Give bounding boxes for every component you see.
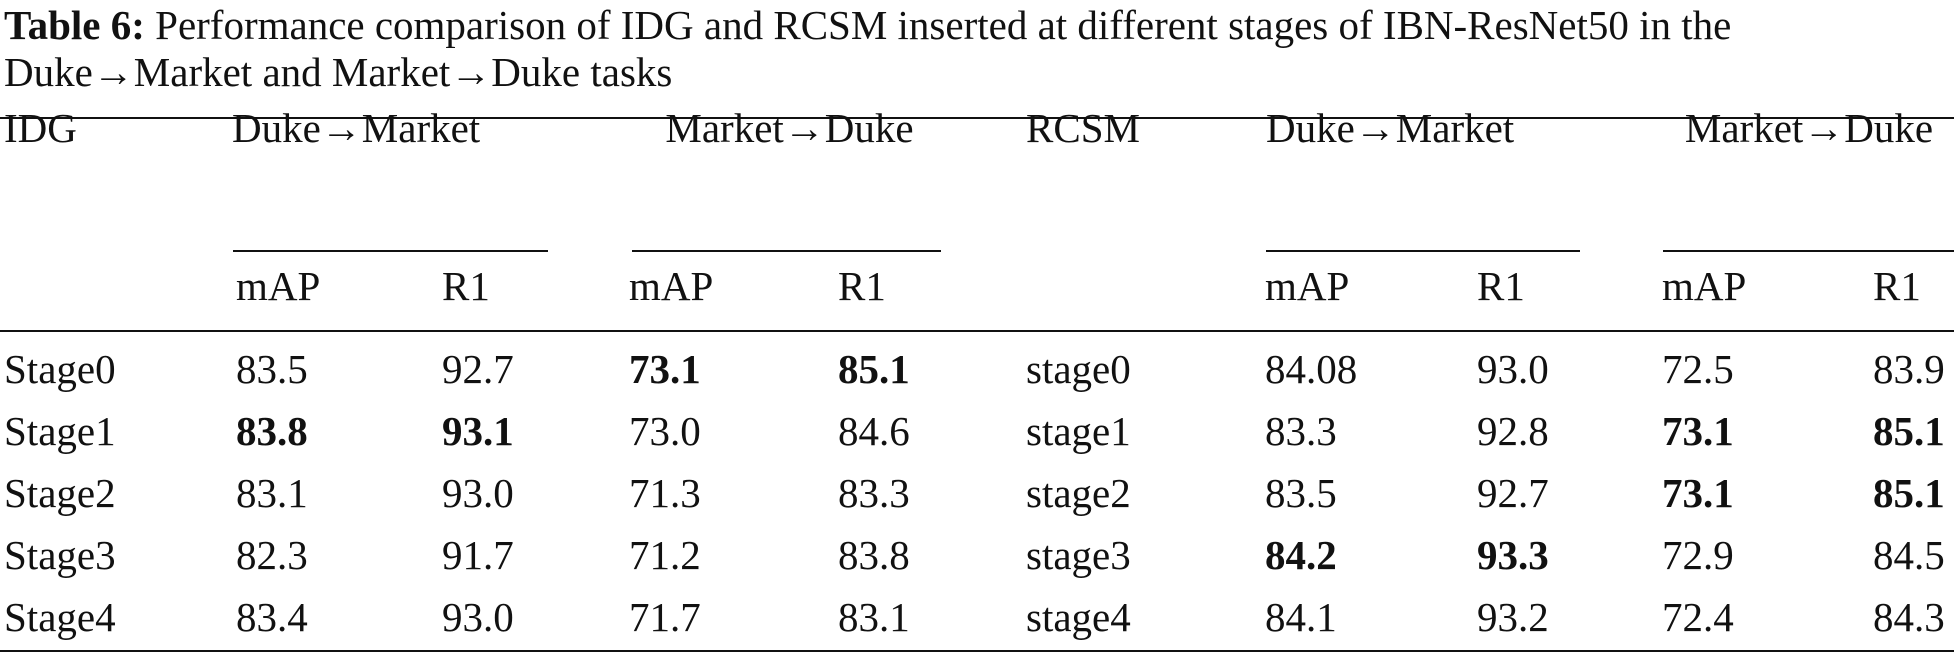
cell-rcsm-md-r1: 83.9	[1873, 346, 1945, 392]
bottom-rule	[0, 650, 1954, 652]
cell-rcsm-dm-r1: 92.7	[1477, 470, 1549, 516]
cell-idg-md-r1: 83.1	[838, 594, 910, 640]
cell-idg-stage: Stage3	[4, 532, 116, 578]
header-group-idg-duke-market: Duke→Market	[232, 105, 481, 151]
header-group-rcsm-duke-market: Duke→Market	[1266, 105, 1515, 151]
cell-rcsm-dm-map: 83.5	[1265, 470, 1337, 516]
cell-rcsm-md-map: 72.5	[1662, 346, 1734, 392]
cell-idg-stage: Stage2	[4, 470, 116, 516]
cell-rcsm-md-r1: 85.1	[1873, 470, 1945, 516]
cell-rcsm-md-r1: 85.1	[1873, 408, 1945, 454]
cell-rcsm-stage: stage1	[1026, 408, 1131, 454]
group-rule-idg-market-duke	[632, 250, 941, 252]
cell-rcsm-dm-r1: 93.0	[1477, 346, 1549, 392]
header-metric-r1: R1	[442, 263, 490, 309]
cell-idg-md-map: 73.1	[629, 346, 701, 392]
header-group-rcsm-market-duke: Market→Duke	[1684, 105, 1934, 151]
cell-rcsm-md-map: 73.1	[1662, 470, 1734, 516]
cell-rcsm-md-r1: 84.3	[1873, 594, 1945, 640]
cell-rcsm-dm-map: 84.1	[1265, 594, 1337, 640]
cell-rcsm-md-map: 72.9	[1662, 532, 1734, 578]
cell-rcsm-dm-map: 83.3	[1265, 408, 1337, 454]
group-rule-idg-duke-market	[233, 250, 548, 252]
cell-idg-dm-r1: 93.1	[442, 408, 514, 454]
cell-idg-dm-map: 83.1	[236, 470, 308, 516]
cell-idg-md-map: 71.7	[629, 594, 701, 640]
cell-rcsm-md-r1: 84.5	[1873, 532, 1945, 578]
cell-idg-dm-map: 82.3	[236, 532, 308, 578]
cell-rcsm-stage: stage0	[1026, 346, 1131, 392]
cell-idg-dm-r1: 93.0	[442, 594, 514, 640]
header-rcsm: RCSM	[1026, 105, 1140, 151]
cell-rcsm-dm-map: 84.2	[1265, 532, 1337, 578]
cell-idg-stage: Stage0	[4, 346, 116, 392]
cell-idg-md-map: 71.3	[629, 470, 701, 516]
cell-idg-dm-map: 83.8	[236, 408, 308, 454]
cell-idg-md-r1: 83.8	[838, 532, 910, 578]
group-rule-rcsm-duke-market	[1266, 250, 1580, 252]
cell-idg-md-r1: 85.1	[838, 346, 910, 392]
table-caption: Table 6: Performance comparison of IDG a…	[4, 2, 1950, 96]
cell-rcsm-dm-r1: 92.8	[1477, 408, 1549, 454]
group-rule-rcsm-market-duke	[1663, 250, 1954, 252]
cell-idg-dm-r1: 93.0	[442, 470, 514, 516]
cell-idg-stage: Stage1	[4, 408, 116, 454]
header-metric-map: mAP	[629, 263, 714, 309]
cell-idg-md-map: 73.0	[629, 408, 701, 454]
header-metric-r1: R1	[838, 263, 886, 309]
cell-idg-dm-r1: 91.7	[442, 532, 514, 578]
header-group-idg-market-duke: Market→Duke	[665, 105, 914, 151]
cell-rcsm-dm-r1: 93.3	[1477, 532, 1549, 578]
cell-idg-md-map: 71.2	[629, 532, 701, 578]
cell-idg-dm-map: 83.5	[236, 346, 308, 392]
cell-rcsm-stage: stage2	[1026, 470, 1131, 516]
caption-label: Table 6:	[4, 2, 145, 48]
header-metric-map: mAP	[1265, 263, 1350, 309]
cell-rcsm-md-map: 72.4	[1662, 594, 1734, 640]
cell-rcsm-stage: stage4	[1026, 594, 1131, 640]
cell-idg-dm-r1: 92.7	[442, 346, 514, 392]
caption-text: Performance comparison of IDG and RCSM i…	[4, 2, 1732, 95]
cell-rcsm-stage: stage3	[1026, 532, 1131, 578]
header-metric-map: mAP	[236, 263, 321, 309]
header-metric-map: mAP	[1662, 263, 1747, 309]
top-rule	[0, 117, 1954, 119]
cell-idg-dm-map: 83.4	[236, 594, 308, 640]
cell-rcsm-dm-map: 84.08	[1265, 346, 1358, 392]
header-metric-r1: R1	[1477, 263, 1525, 309]
header-idg: IDG	[4, 105, 77, 151]
cell-rcsm-dm-r1: 93.2	[1477, 594, 1549, 640]
cell-rcsm-md-map: 73.1	[1662, 408, 1734, 454]
header-rule	[0, 330, 1954, 332]
cell-idg-md-r1: 83.3	[838, 470, 910, 516]
header-metric-r1: R1	[1873, 263, 1921, 309]
cell-idg-stage: Stage4	[4, 594, 116, 640]
cell-idg-md-r1: 84.6	[838, 408, 910, 454]
